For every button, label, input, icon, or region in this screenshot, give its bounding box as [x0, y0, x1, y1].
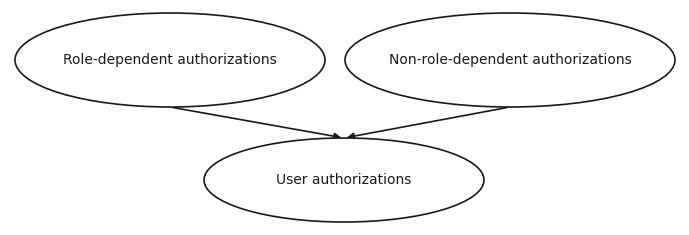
Ellipse shape — [345, 13, 675, 107]
Text: Role-dependent authorizations: Role-dependent authorizations — [63, 53, 277, 67]
Text: Non-role-dependent authorizations: Non-role-dependent authorizations — [389, 53, 631, 67]
Ellipse shape — [15, 13, 325, 107]
Text: User authorizations: User authorizations — [276, 173, 412, 187]
Ellipse shape — [204, 138, 484, 222]
